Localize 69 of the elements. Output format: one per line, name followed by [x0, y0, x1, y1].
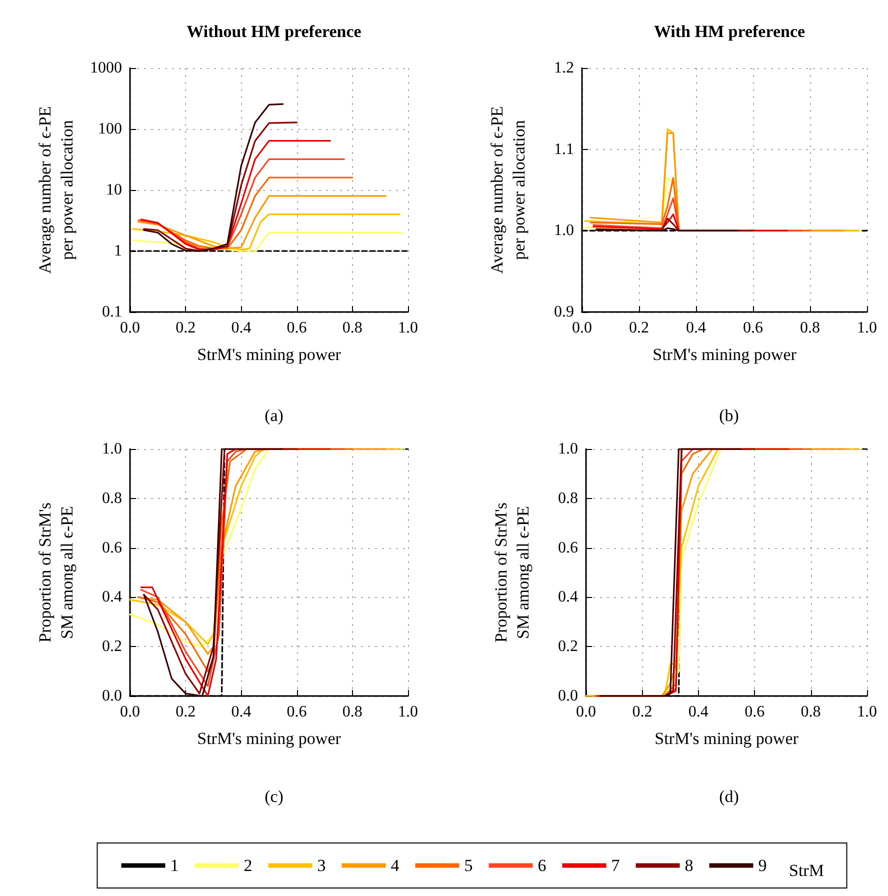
x-axis-title: StrM's mining power	[197, 345, 342, 364]
text: (c)	[264, 787, 284, 806]
y-tick-label: 1.0	[102, 440, 122, 458]
y-tick-label: 1000	[90, 60, 122, 76]
y-tick-label: 1	[114, 242, 122, 260]
y-tick-label: 1.2	[554, 60, 574, 76]
legend-label: 3	[317, 856, 326, 875]
text: (b)	[719, 406, 739, 425]
x-tick-label: 0.8	[800, 320, 820, 336]
y-tick-label: 1.1	[554, 140, 574, 158]
y-tick-label: 0.2	[558, 638, 578, 656]
y-tick-label: 0.8	[102, 490, 122, 507]
y-axis-title: Proportion of StrM's SM among all ϵ-PE	[492, 502, 532, 643]
x-tick-label: 1.0	[398, 320, 418, 336]
text: (a)	[264, 406, 284, 425]
legend-label: 2	[244, 856, 252, 875]
x-tick-label: 0.2	[629, 320, 649, 336]
x-tick-label: 1.0	[857, 704, 877, 720]
x-tick-label: 0.8	[342, 704, 362, 720]
y-tick-label: 10	[106, 182, 122, 198]
legend-label: 9	[758, 856, 767, 875]
x-tick-label: 0.0	[576, 704, 596, 720]
x-tick-label: 0.4	[231, 704, 252, 720]
x-tick-label: 0.4	[686, 320, 706, 336]
y-tick-label: 1.0	[558, 440, 578, 458]
y-axis-title: Proportion of StrM's SM among all ϵ-PE	[36, 502, 76, 643]
legend-label: 8	[684, 856, 694, 875]
y-tick-label: 0.1	[102, 304, 122, 320]
x-tick-label: 0.8	[342, 320, 362, 336]
text: (d)	[719, 787, 739, 806]
legend-label: 4	[390, 856, 400, 875]
y-tick-label: 0.6	[558, 539, 578, 556]
y-tick-label: 0.9	[554, 304, 574, 320]
x-tick-label: 0.6	[743, 320, 763, 336]
x-tick-label: 0.2	[176, 320, 196, 336]
legend-label: 6	[538, 856, 546, 875]
x-tick-label: 0.2	[632, 704, 652, 720]
y-tick-label: 0.8	[558, 490, 578, 507]
x-tick-label: 1.0	[398, 704, 418, 720]
chart-title: Without HM preference	[186, 22, 362, 41]
y-tick-label: 0.0	[102, 688, 122, 704]
y-tick-label: 0.0	[558, 688, 578, 704]
x-tick-label: 0.8	[800, 704, 821, 720]
x-axis-title: StrM's mining power	[652, 345, 797, 364]
x-tick-label: 0.6	[744, 704, 765, 720]
legend-label: 7	[611, 856, 620, 875]
x-axis-title: StrM's mining power	[197, 729, 342, 748]
x-tick-label: 0.2	[176, 704, 196, 720]
x-tick-label: 0.6	[286, 320, 307, 336]
x-tick-label: 0.4	[231, 320, 252, 336]
legend-title: StrM	[789, 861, 824, 880]
legend-label: 5	[464, 856, 473, 875]
x-tick-label: 1.0	[857, 320, 877, 336]
y-tick-label: 1.0	[554, 222, 574, 240]
y-tick-label: 0.6	[102, 539, 122, 556]
legend-label: 1	[170, 856, 179, 875]
x-tick-label: 0.0	[120, 704, 140, 720]
y-axis-title: Average number of ϵ-PE per power allocation	[36, 106, 76, 274]
x-tick-label: 0.4	[688, 704, 708, 720]
x-tick-label: 0.6	[286, 704, 307, 720]
y-tick-label: 100	[98, 120, 122, 138]
y-axis-title: Average number of ϵ-PE per power allocation	[488, 106, 528, 274]
x-tick-label: 0.0	[120, 320, 140, 336]
x-axis-title: StrM's mining power	[654, 729, 799, 748]
x-tick-label: 0.0	[572, 320, 592, 336]
chart-title: With HM preference	[654, 22, 806, 41]
y-tick-label: 0.4	[558, 588, 578, 606]
y-tick-label: 0.2	[102, 638, 122, 656]
y-tick-label: 0.4	[102, 588, 122, 606]
